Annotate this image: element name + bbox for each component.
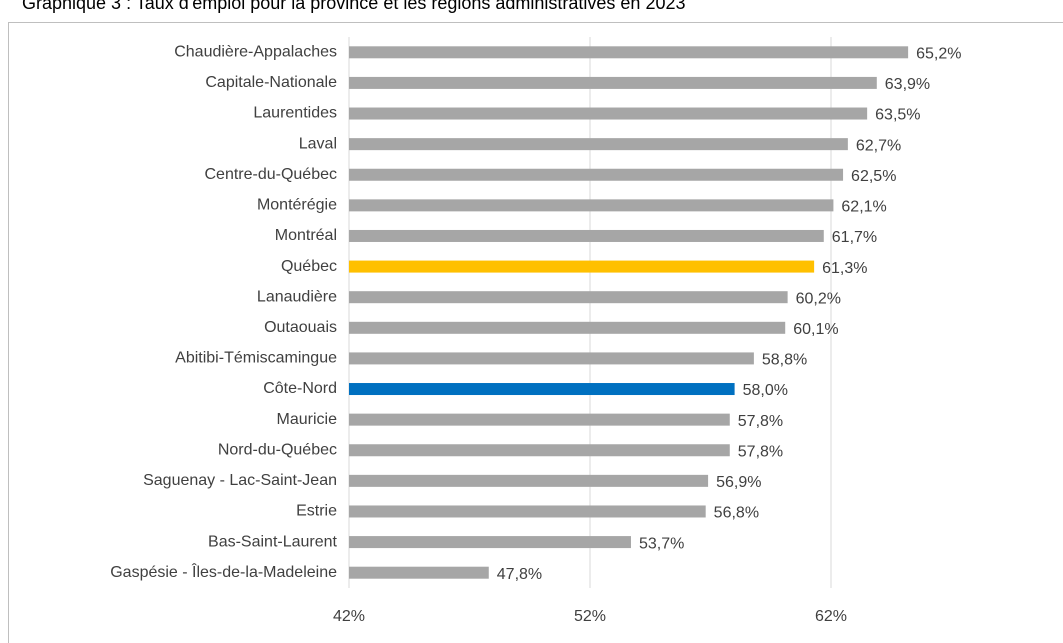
- value-label: 62,1%: [841, 199, 886, 216]
- bar: [349, 229, 824, 242]
- y-tick-label: Nord-du-Québec: [218, 441, 337, 458]
- value-label: 63,5%: [875, 107, 920, 124]
- y-tick-label: Gaspésie - Îles-de-la-Madeleine: [110, 562, 337, 581]
- bar: [349, 413, 730, 426]
- value-label: 53,7%: [639, 535, 684, 552]
- bar: [349, 199, 834, 212]
- y-tick-label: Côte-Nord: [263, 380, 337, 397]
- y-tick-label: Chaudière-Appalaches: [174, 44, 337, 61]
- y-tick-label: Capitale-Nationale: [205, 74, 337, 91]
- x-tick-label: 52%: [574, 608, 606, 625]
- value-label: 58,0%: [743, 382, 788, 399]
- bar: [349, 321, 786, 334]
- bar: [349, 352, 754, 365]
- value-label: 61,7%: [832, 229, 877, 246]
- value-label: 56,8%: [714, 505, 759, 522]
- bar: [349, 76, 877, 89]
- bar: [349, 46, 909, 59]
- value-label: 63,9%: [885, 76, 930, 93]
- value-label: 62,7%: [856, 137, 901, 154]
- value-label: 61,3%: [822, 260, 867, 277]
- y-tick-label: Mauricie: [277, 411, 338, 428]
- y-tick-label: Québec: [281, 258, 337, 275]
- bar: [349, 260, 815, 273]
- value-label: 65,2%: [916, 46, 961, 63]
- y-tick-label: Montréal: [275, 227, 337, 244]
- x-tick-label: 42%: [333, 608, 365, 625]
- value-label: 60,1%: [793, 321, 838, 338]
- value-label: 62,5%: [851, 168, 896, 185]
- bar: [349, 566, 489, 579]
- y-tick-label: Lanaudière: [257, 288, 337, 305]
- bar: [349, 168, 844, 181]
- y-tick-label: Bas-Saint-Laurent: [208, 533, 338, 550]
- bar: [349, 474, 709, 487]
- bar: [349, 107, 868, 120]
- value-label: 57,8%: [738, 413, 783, 430]
- bar: [349, 505, 706, 518]
- bar: [349, 138, 848, 151]
- value-label: 47,8%: [497, 566, 542, 583]
- chart-title: Graphique 3 : Taux d'emploi pour la prov…: [22, 0, 686, 13]
- value-label: 58,8%: [762, 352, 807, 369]
- bar: [349, 291, 788, 304]
- bar: [349, 536, 631, 549]
- y-tick-label: Laval: [299, 135, 337, 152]
- bar: [349, 383, 735, 396]
- bar: [349, 444, 730, 457]
- x-tick-label: 62%: [815, 608, 847, 625]
- y-tick-label: Laurentides: [253, 105, 337, 122]
- value-label: 56,9%: [716, 474, 761, 491]
- y-tick-label: Estrie: [296, 503, 337, 520]
- y-tick-label: Saguenay - Lac-Saint-Jean: [143, 472, 337, 489]
- value-label: 57,8%: [738, 443, 783, 460]
- y-tick-label: Abitibi-Témiscamingue: [175, 350, 337, 367]
- y-tick-label: Outaouais: [264, 319, 337, 336]
- y-tick-label: Montérégie: [257, 197, 337, 214]
- y-tick-label: Centre-du-Québec: [204, 166, 337, 183]
- value-label: 60,2%: [796, 290, 841, 307]
